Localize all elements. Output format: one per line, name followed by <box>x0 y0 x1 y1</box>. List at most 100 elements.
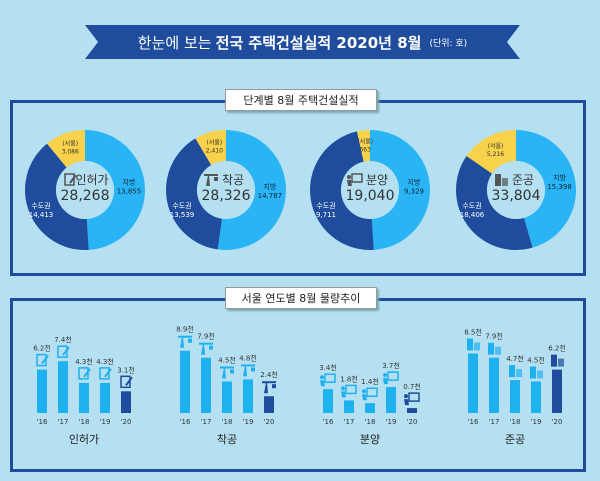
seoul-value: 5,216 <box>487 151 504 158</box>
capital-value: 13,539 <box>170 211 195 219</box>
year-tick: '19 <box>243 418 254 426</box>
crane-icon <box>220 366 234 379</box>
year-tick: '17 <box>344 418 355 426</box>
year-tick: '18 <box>365 418 376 426</box>
donut-title: 분양 <box>366 173 388 187</box>
local-label: 지방 <box>123 178 136 187</box>
section2-title: 서울 연도별 8월 물량추이 <box>225 287 377 309</box>
year-tick: '16 <box>37 418 48 426</box>
bar <box>386 387 396 413</box>
slice-capital <box>456 156 533 251</box>
year-tick: '19 <box>531 418 542 426</box>
document-pen-icon <box>78 367 91 380</box>
presentation-icon <box>383 371 399 385</box>
capital-value: 9,711 <box>316 211 336 219</box>
bar <box>510 380 520 413</box>
capital-value: 18,406 <box>460 211 485 219</box>
donut-total: 28,268 <box>61 188 110 204</box>
donut-hole <box>487 161 545 219</box>
donut-hole <box>56 161 114 219</box>
slice-local <box>516 130 577 248</box>
bar-value-label: 8.5천 <box>464 328 482 337</box>
presentation-icon <box>404 392 420 406</box>
bar <box>121 391 131 413</box>
bar <box>468 353 478 413</box>
year-tick: '17 <box>58 418 69 426</box>
section1-title: 단계별 8월 주택건설실적 <box>225 89 377 111</box>
year-tick: '16 <box>468 418 479 426</box>
capital-label: 수도권 <box>172 202 191 210</box>
bar <box>531 381 541 413</box>
bar-value-label: 3.1천 <box>117 365 135 374</box>
slice-local <box>85 130 145 250</box>
capital-value: 14,413 <box>29 211 54 219</box>
bar <box>222 381 232 413</box>
presentation-icon <box>347 173 363 186</box>
bar <box>552 369 562 413</box>
slice-seoul <box>195 130 226 166</box>
local-value: 13,855 <box>117 188 142 196</box>
slice-capital <box>166 138 222 250</box>
year-tick: '20 <box>264 418 275 426</box>
bar-value-label: 8.9천 <box>176 325 194 334</box>
year-tick: '18 <box>510 418 521 426</box>
bar <box>407 408 417 413</box>
donut-total: 28,326 <box>202 188 251 204</box>
year-tick: '18 <box>79 418 90 426</box>
bar-group-title: 준공 <box>505 433 525 446</box>
document-pen-icon <box>36 353 49 367</box>
bar-value-label: 4.5천 <box>218 356 236 365</box>
bar-value-label: 4.3천 <box>75 357 93 366</box>
document-pen-icon <box>99 367 112 380</box>
banner-unit: (단위: 호) <box>429 38 468 49</box>
slice-capital <box>25 143 89 250</box>
bar-value-label: 7.9천 <box>485 332 503 341</box>
document-pen-icon <box>120 375 133 389</box>
bar <box>201 357 211 413</box>
capital-label: 수도권 <box>316 202 335 210</box>
bar-value-label: 7.9천 <box>197 332 215 341</box>
year-tick: '19 <box>386 418 397 426</box>
seoul-label: (서울) <box>357 137 373 145</box>
seoul-value: 2,410 <box>206 148 223 155</box>
slice-capital <box>309 131 374 251</box>
local-label: 지방 <box>263 182 276 191</box>
building-icon <box>488 342 501 355</box>
bar-group-title: 분양 <box>360 433 380 446</box>
local-label: 지방 <box>553 173 566 182</box>
presentation-icon <box>320 373 336 387</box>
slice-seoul <box>46 130 85 168</box>
bar <box>37 369 47 413</box>
bar <box>243 379 253 413</box>
banner-title: 전국 주택건설실적 2020년 8월 <box>215 33 422 52</box>
document-pen-icon <box>64 173 77 186</box>
donut-hole <box>341 161 399 219</box>
year-tick: '20 <box>121 418 132 426</box>
year-tick: '17 <box>489 418 500 426</box>
bar-value-label: 3.4천 <box>319 363 337 372</box>
document-pen-icon <box>57 345 70 358</box>
donut-total: 33,804 <box>492 188 541 204</box>
crane-icon <box>262 381 276 394</box>
bar-value-label: 1.4천 <box>361 377 379 386</box>
bar <box>100 382 110 413</box>
presentation-icon <box>362 387 378 401</box>
bar <box>489 357 499 413</box>
year-tick: '20 <box>407 418 418 426</box>
donut-total: 19,040 <box>346 188 395 204</box>
bar <box>79 382 89 413</box>
local-value: 9,329 <box>404 188 424 196</box>
local-value: 15,398 <box>547 183 572 191</box>
bar-value-label: 4.7천 <box>506 354 524 363</box>
bar-value-label: 7.4천 <box>54 335 72 344</box>
bar-value-label: 1.8천 <box>340 374 358 383</box>
bar-value-label: 6.2천 <box>548 344 566 353</box>
bar <box>323 389 333 413</box>
capital-label: 수도권 <box>462 202 481 210</box>
crane-icon <box>178 335 192 348</box>
local-value: 14,787 <box>258 192 283 200</box>
slice-local <box>217 130 286 250</box>
donut-title: 인허가 <box>75 173 108 187</box>
slice-seoul <box>466 130 516 174</box>
